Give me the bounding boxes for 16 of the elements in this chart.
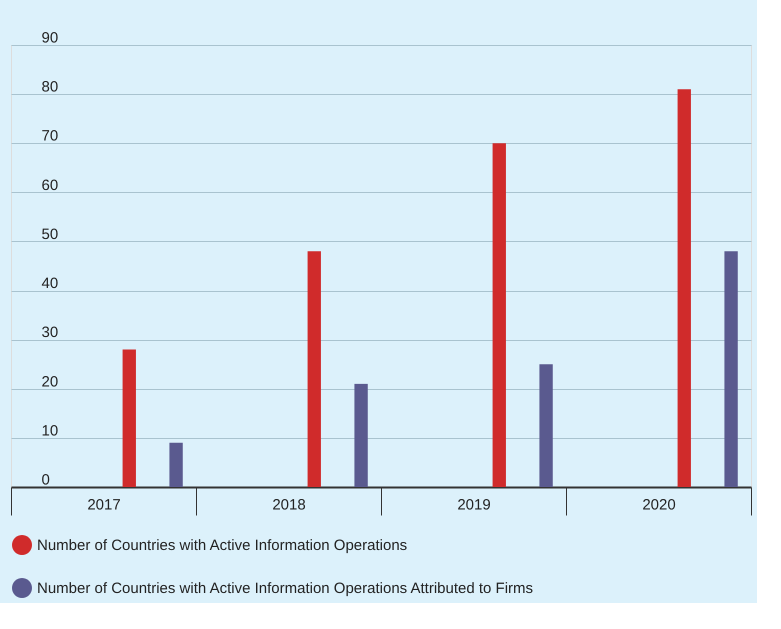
legend-label: Number of Countries with Active Information Operations [37,537,408,554]
y-tick-label: 70 [42,128,58,145]
x-tick-label: 2017 [87,496,121,514]
y-tick-label: 90 [42,30,58,46]
x-tick-label: 2019 [457,496,491,514]
x-tick-label: 2018 [272,496,306,514]
y-tick-label: 10 [42,422,58,440]
y-tick-label: 40 [42,275,58,292]
legend-label: Number of Countries with Active Information Operations Attributed to Firms [37,580,534,597]
y-tick-label: 0 [42,472,50,488]
x-tick-label: 2020 [642,496,676,514]
y-tick-label: 60 [42,176,58,194]
y-tick-label: 20 [42,373,58,390]
y-tick-label: 80 [42,78,58,96]
y-tick-label: 30 [42,324,58,342]
y-tick-label: 50 [42,226,58,243]
